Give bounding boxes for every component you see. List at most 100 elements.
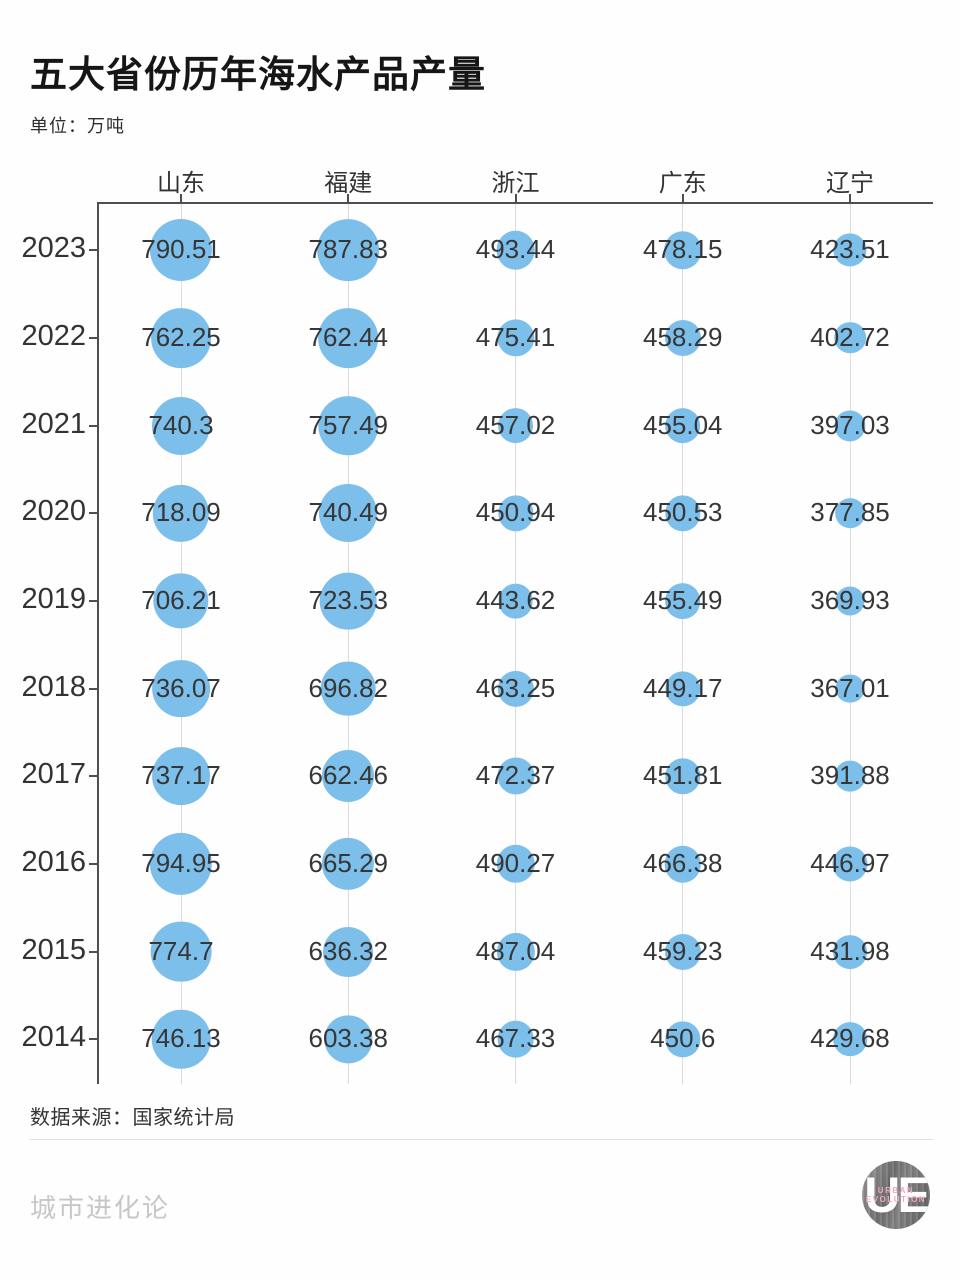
value-label: 455.49: [642, 584, 723, 615]
column-header-2: 福建: [324, 170, 373, 197]
value-label: 367.01: [810, 672, 890, 703]
value-label: 718.09: [141, 497, 221, 528]
column-tick: [180, 194, 182, 203]
value-label: 762.25: [141, 321, 221, 352]
value-label: 463.25: [475, 672, 556, 703]
value-label: 493.44: [475, 234, 556, 265]
bubble: [664, 583, 701, 619]
bubble: [664, 933, 701, 970]
bubble: [151, 396, 211, 455]
column-header-1: 山东: [157, 170, 205, 197]
year-tick: [89, 599, 98, 602]
value-label: 466.38: [642, 847, 723, 878]
bubble: [833, 934, 867, 969]
bubble: [149, 832, 213, 896]
value-label: 451.81: [642, 760, 723, 791]
value-label: 746.13: [141, 1023, 221, 1054]
bubble: [322, 837, 375, 891]
bubble: [835, 498, 865, 529]
logo-subtitle-line1: URBAN: [877, 1186, 915, 1195]
value-label: 472.37: [475, 760, 556, 791]
column-gridline: [515, 204, 516, 1084]
bubble: [664, 407, 701, 444]
value-label: 603.38: [308, 1023, 389, 1054]
value-label: 478.15: [642, 234, 723, 265]
value-label: 429.68: [810, 1023, 890, 1054]
bubble: [664, 231, 702, 269]
bubble: [151, 1010, 211, 1069]
column-gridline: [180, 204, 182, 1084]
year-tick: [89, 1038, 98, 1041]
column-header-5: 辽宁: [826, 170, 874, 197]
year-tick: [89, 775, 98, 778]
value-label: 467.33: [475, 1023, 556, 1054]
year-label-2018: 2018: [21, 670, 86, 703]
value-label: 443.62: [475, 584, 556, 615]
urban-evolution-logo: UE URBAN EVOLUTION: [862, 1161, 930, 1229]
bubble: [835, 674, 865, 703]
bubble: [834, 322, 866, 354]
bubble: [318, 307, 379, 368]
bubble: [833, 233, 867, 267]
bubble: [834, 760, 866, 792]
bubble: [319, 484, 378, 543]
column-header-4: 广东: [658, 170, 707, 197]
page-title: 五大省份历年海水产品产量: [30, 54, 486, 95]
year-label-2023: 2023: [21, 232, 86, 265]
year-tick: [89, 950, 98, 953]
year-tick: [89, 512, 98, 515]
value-label: 636.32: [308, 935, 389, 966]
year-label-2017: 2017: [21, 758, 86, 791]
bubble: [665, 758, 701, 794]
value-label: 450.6: [650, 1023, 716, 1054]
logo-subtitle: URBAN EVOLUTION: [862, 1186, 930, 1204]
column-tick: [514, 194, 517, 203]
bubble: [324, 1015, 372, 1063]
year-label-2021: 2021: [21, 407, 86, 440]
bubble: [496, 932, 535, 971]
year-label-2022: 2022: [21, 320, 86, 353]
unit-label: 单位：万吨: [30, 116, 125, 136]
column-gridline: [347, 204, 349, 1084]
bubble: [665, 670, 701, 707]
year-tick: [89, 687, 98, 690]
column-header-3: 浙江: [491, 170, 540, 197]
column-gridline: [849, 204, 851, 1084]
value-label: 449.17: [642, 672, 723, 703]
bubble: [497, 1020, 534, 1058]
bubble: [496, 319, 535, 357]
year-tick: [89, 424, 98, 427]
value-label: 457.02: [475, 409, 556, 440]
value-label: 369.93: [810, 584, 890, 615]
value-label: 787.83: [308, 234, 389, 265]
value-label: 723.53: [308, 584, 389, 615]
value-label: 757.49: [308, 409, 389, 440]
value-label: 402.72: [810, 321, 890, 352]
value-label: 450.94: [475, 497, 556, 528]
bubble: [150, 921, 212, 982]
bubble: [497, 407, 534, 444]
column-gridline: [682, 204, 684, 1084]
bubble: [323, 926, 374, 977]
value-label: 794.95: [141, 847, 221, 878]
bubble: [497, 670, 534, 707]
value-label: 737.17: [141, 760, 221, 791]
column-tick: [849, 194, 851, 203]
value-label: 790.51: [141, 234, 221, 265]
value-label: 450.53: [642, 497, 723, 528]
watermark-text: 城市进化论: [30, 1193, 171, 1223]
value-label: 696.82: [308, 672, 389, 703]
value-label: 431.98: [810, 935, 890, 966]
value-label: 377.85: [810, 497, 890, 528]
bubble: [664, 319, 701, 356]
value-label: 740.49: [308, 497, 389, 528]
year-tick: [89, 249, 98, 252]
year-tick: [89, 862, 98, 865]
value-label: 490.27: [475, 847, 556, 878]
value-label: 774.7: [148, 935, 214, 966]
bubble: [317, 219, 380, 282]
data-source-note: 数据来源：国家统计局: [30, 1107, 235, 1129]
value-label: 391.88: [810, 760, 890, 791]
bubble: [322, 750, 375, 803]
bubble: [151, 307, 211, 368]
